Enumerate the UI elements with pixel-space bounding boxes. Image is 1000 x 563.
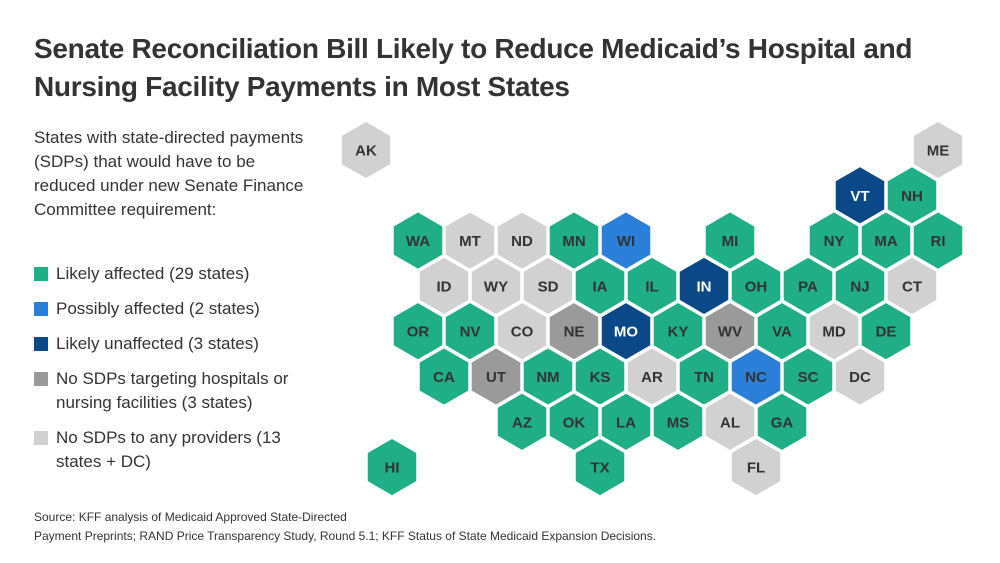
state-label: MA <box>874 233 897 250</box>
state-label: CO <box>511 324 534 341</box>
state-label: NC <box>745 369 767 386</box>
state-label: WI <box>617 233 635 250</box>
state-label: NJ <box>850 278 869 295</box>
state-label: CT <box>902 278 922 295</box>
legend: Likely affected (29 states) Possibly aff… <box>34 262 324 485</box>
state-label: SD <box>538 278 559 295</box>
state-label: CA <box>433 369 455 386</box>
state-label: ME <box>927 143 950 160</box>
state-label: MO <box>614 324 638 341</box>
source-line: Payment Preprints; RAND Price Transparen… <box>34 529 657 543</box>
state-label: ID <box>437 278 452 295</box>
state-hex-ms: MS <box>651 390 705 453</box>
state-label: ND <box>511 233 533 250</box>
state-label: NV <box>460 324 481 341</box>
state-label: OR <box>407 324 430 341</box>
legend-item-no-sdp-hospital: No SDPs targeting hospitals or nursing f… <box>34 367 324 415</box>
source-line: Source: KFF analysis of Medicaid Approve… <box>34 510 347 524</box>
legend-label: Likely unaffected (3 states) <box>56 334 259 353</box>
state-label: IN <box>697 278 712 295</box>
state-label: HI <box>385 460 400 477</box>
legend-swatch <box>34 302 48 316</box>
chart-title: Senate Reconciliation Bill Likely to Red… <box>34 33 913 102</box>
state-hex-hi: HI <box>365 436 419 499</box>
legend-item-likely-affected: Likely affected (29 states) <box>34 262 324 286</box>
state-label: FL <box>747 460 765 477</box>
state-hex-nd: ND <box>495 209 549 272</box>
legend-swatch <box>34 267 48 281</box>
state-hex-az: AZ <box>495 390 549 453</box>
state-label: OH <box>745 278 768 295</box>
state-label: IA <box>593 278 608 295</box>
legend-item-no-sdp-any: No SDPs to any providers (13 states + DC… <box>34 426 324 474</box>
hex-shape <box>339 119 393 181</box>
state-hex-tn: TN <box>677 345 731 408</box>
source-note: Source: KFF analysis of Medicaid Approve… <box>34 508 656 546</box>
state-label: AK <box>355 143 377 160</box>
legend-swatch <box>34 372 48 386</box>
state-label: AZ <box>512 414 532 431</box>
state-label: PA <box>798 278 818 295</box>
state-hex-ca: CA <box>417 345 471 408</box>
state-hex-tx: TX <box>573 436 627 499</box>
state-label: MD <box>822 324 845 341</box>
state-label: KY <box>668 324 689 341</box>
state-label: LA <box>616 414 636 431</box>
legend-label: Possibly affected (2 states) <box>56 299 260 318</box>
state-label: MS <box>667 414 690 431</box>
state-label: TN <box>694 369 714 386</box>
state-label: NH <box>901 188 923 205</box>
state-label: DE <box>876 324 897 341</box>
state-label: NE <box>564 324 585 341</box>
state-label: VA <box>772 324 792 341</box>
legend-label: No SDPs targeting hospitals or nursing f… <box>56 369 289 412</box>
state-label: UT <box>486 369 506 386</box>
hex-shape <box>833 345 887 408</box>
state-label: MN <box>562 233 585 250</box>
legend-label: Likely affected (29 states) <box>56 264 250 283</box>
legend-heading: States with state-directed payments (SDP… <box>34 128 304 219</box>
legend-label: No SDPs to any providers (13 states + DC… <box>56 428 281 471</box>
state-hex-ak: AK <box>339 119 393 181</box>
state-label: IL <box>645 278 658 295</box>
state-hex-ct: CT <box>885 254 939 317</box>
state-label: RI <box>931 233 946 250</box>
state-label: NM <box>536 369 559 386</box>
state-label: TX <box>590 460 609 477</box>
state-label: VT <box>850 188 869 205</box>
state-label: MT <box>459 233 481 250</box>
state-hex-ri: RI <box>911 209 965 272</box>
state-hex-fl: FL <box>729 436 783 499</box>
state-label: AL <box>720 414 740 431</box>
state-label: KS <box>590 369 611 386</box>
state-hex-dc: DC <box>833 345 887 408</box>
legend-item-possibly-affected: Possibly affected (2 states) <box>34 297 324 321</box>
hex-shape <box>573 436 627 499</box>
state-label: DC <box>849 369 871 386</box>
hex-shape <box>365 436 419 499</box>
state-label: WY <box>484 278 508 295</box>
state-label: OK <box>563 414 586 431</box>
state-label: SC <box>798 369 819 386</box>
legend-swatch <box>34 337 48 351</box>
legend-swatch <box>34 431 48 445</box>
state-label: WV <box>718 324 742 341</box>
hex-shape <box>729 436 783 499</box>
state-label: NY <box>824 233 845 250</box>
state-label: GA <box>771 414 794 431</box>
state-hex-or: OR <box>391 300 445 363</box>
legend-item-likely-unaffected: Likely unaffected (3 states) <box>34 332 324 356</box>
state-label: MI <box>722 233 739 250</box>
state-label: AR <box>641 369 663 386</box>
state-label: WA <box>406 233 430 250</box>
state-hex-wy: WY <box>469 254 523 317</box>
